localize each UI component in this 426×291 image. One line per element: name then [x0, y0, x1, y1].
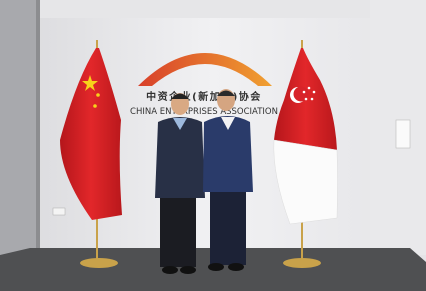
- wall-panel: [396, 120, 410, 148]
- sign-english: CHINA ENTERPRISES ASSOCIATION: [130, 107, 278, 117]
- corner: [36, 0, 40, 255]
- left-wall: [0, 0, 36, 255]
- page: 中资企业(新加坡)协会 CHINA ENTERPRISES ASSOCIATIO…: [0, 0, 426, 291]
- sign-chinese: 中资企业(新加坡)协会: [146, 90, 262, 103]
- photo: 中资企业(新加坡)协会 CHINA ENTERPRISES ASSOCIATIO…: [0, 0, 426, 291]
- flag-star: [93, 104, 97, 108]
- flag-star: [96, 93, 100, 97]
- socket: [53, 208, 65, 215]
- flag-base: [80, 258, 118, 268]
- flag-base: [283, 258, 321, 268]
- ceiling: [0, 0, 426, 18]
